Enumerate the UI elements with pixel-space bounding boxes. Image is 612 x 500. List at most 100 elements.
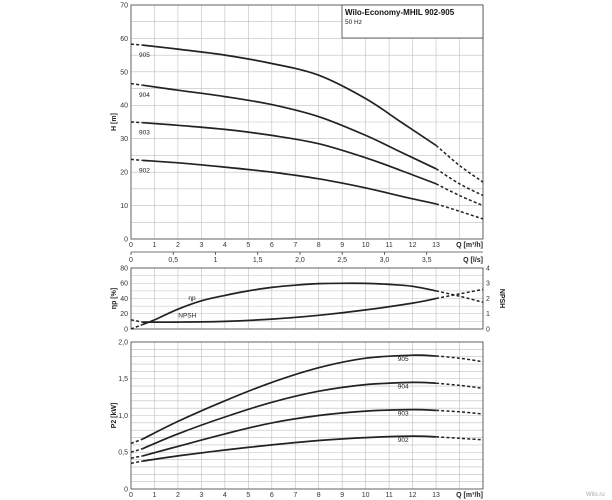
- y-tick-label: 70: [120, 2, 128, 9]
- y-tick-label: 60: [120, 281, 128, 288]
- series-label: 903: [398, 411, 409, 418]
- x-tick-label: 13: [432, 242, 440, 249]
- x-tick-label: 5: [246, 242, 250, 249]
- y-tick-label-right: 2: [486, 296, 490, 303]
- y-tick-label-right: 1: [486, 311, 490, 318]
- x-tick-label: 5: [246, 492, 250, 499]
- grid-layer: [130, 4, 484, 490]
- secondary-axis-label: Q [l/s]: [463, 257, 483, 264]
- panel-frame: [130, 267, 484, 330]
- curve-905: [142, 354, 437, 440]
- curve-903: [142, 121, 437, 185]
- x-tick-label: 7: [293, 242, 297, 249]
- series-label: 904: [398, 383, 409, 390]
- y-axis-label-right: NPSH: [498, 289, 505, 308]
- curve-NPSH: [142, 297, 437, 324]
- curve-end-902: [435, 203, 484, 220]
- curve-start-904: [130, 82, 143, 86]
- secondary-tick-label: 2,0: [295, 257, 305, 264]
- x-tick-label: 1: [153, 242, 157, 249]
- y-tick-label: 0: [124, 236, 128, 243]
- curve-start-905: [130, 438, 143, 445]
- y-tick-label-right: 0: [486, 326, 490, 333]
- curve-start-ηp: [130, 323, 143, 330]
- x-tick-label: 8: [317, 492, 321, 499]
- x-tick-label: 4: [223, 242, 227, 249]
- series-label: 902: [139, 167, 150, 174]
- x-axis-label: Q [m³/h]: [456, 242, 483, 249]
- curve-903: [142, 408, 437, 457]
- curve-end-NPSH: [435, 288, 484, 300]
- x-axis-label: Q [m³/h]: [456, 492, 483, 499]
- curves-layer: [130, 43, 484, 465]
- x-tick-label: 6: [270, 242, 274, 249]
- x-tick-label: 8: [317, 242, 321, 249]
- x-tick-label: 0: [129, 242, 133, 249]
- curve-ηp: [142, 282, 437, 326]
- secondary-tick-label: 3,0: [380, 257, 390, 264]
- x-tick-label: 2: [176, 242, 180, 249]
- curve-end-905: [435, 144, 484, 183]
- curve-end-ηp: [435, 290, 484, 304]
- curve-start-NPSH: [130, 319, 143, 323]
- y-tick-label: 80: [120, 265, 128, 272]
- y-axis-label: H [m]: [111, 113, 118, 131]
- x-tick-label: 13: [432, 492, 440, 499]
- y-tick-label: 2,0: [118, 339, 128, 346]
- curve-902: [142, 159, 437, 205]
- y-tick-label: 20: [120, 311, 128, 318]
- y-tick-label: 0,5: [118, 450, 128, 457]
- series-label: 904: [139, 92, 150, 99]
- series-label: 905: [398, 356, 409, 363]
- curve-905: [142, 44, 437, 147]
- chart-subtitle: 50 Hz: [345, 19, 362, 26]
- title-box: Wilo-Economy-MHIL 902-905 50 Hz: [341, 4, 484, 39]
- y-tick-label: 40: [120, 103, 128, 110]
- secondary-tick-label: 3,5: [422, 257, 432, 264]
- series-label: 903: [139, 130, 150, 137]
- curve-start-902: [130, 460, 143, 465]
- x-tick-label: 11: [385, 492, 392, 499]
- y-tick-label: 20: [120, 170, 128, 177]
- series-label: NPSH: [178, 313, 196, 320]
- curve-start-904: [130, 447, 143, 454]
- series-label: 902: [398, 437, 409, 444]
- y-tick-label: 0: [124, 486, 128, 493]
- curve-end-905: [436, 355, 484, 363]
- y-tick-label: 10: [120, 203, 128, 210]
- y-tick-label: 60: [120, 36, 128, 43]
- x-tick-label: 9: [340, 492, 344, 499]
- x-tick-label: 3: [199, 492, 203, 499]
- curve-start-903: [130, 121, 143, 124]
- curve-end-902: [436, 436, 484, 441]
- x-tick-label: 6: [270, 492, 274, 499]
- curve-start-903: [130, 455, 143, 459]
- x-tick-label: 11: [385, 242, 392, 249]
- x-tick-label: 12: [409, 242, 417, 249]
- y-tick-label: 50: [120, 69, 128, 76]
- curve-902: [142, 435, 437, 462]
- panel-frame: [130, 341, 484, 490]
- y-tick-label: 0: [124, 326, 128, 333]
- y-tick-label: 30: [120, 136, 128, 143]
- series-label: ηp: [188, 295, 196, 302]
- curve-start-902: [130, 158, 143, 162]
- curve-end-903: [436, 409, 484, 415]
- curve-end-904: [435, 168, 484, 197]
- y-axis-label: P2 [kW]: [111, 403, 118, 429]
- y-tick-label-right: 4: [486, 265, 490, 272]
- y-axis-label-left: ηp [%]: [111, 288, 118, 309]
- x-tick-label: 9: [340, 242, 344, 249]
- x-tick-label: 12: [409, 492, 417, 499]
- x-tick-label: 7: [293, 492, 297, 499]
- secondary-tick-label: 1: [214, 257, 218, 264]
- y-tick-label: 1,0: [118, 413, 128, 420]
- chart-title: Wilo-Economy-MHIL 902-905: [345, 8, 455, 17]
- x-tick-label: 10: [362, 492, 370, 499]
- curve-end-904: [436, 382, 484, 390]
- y-tick-label-right: 3: [486, 281, 490, 288]
- curve-904: [142, 381, 437, 450]
- series-label: 905: [139, 52, 150, 59]
- x-tick-label: 0: [129, 492, 133, 499]
